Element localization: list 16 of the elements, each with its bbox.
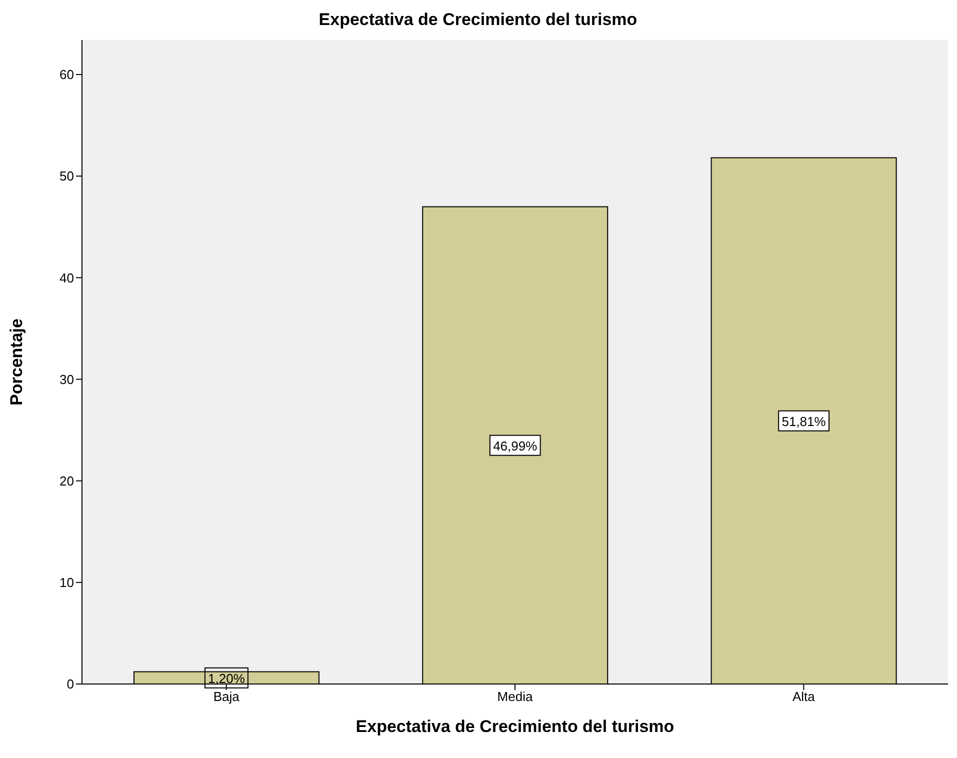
- x-tick-label: Baja: [213, 689, 240, 704]
- x-tick-label: Media: [497, 689, 534, 704]
- y-tick-label: 20: [60, 473, 74, 488]
- y-tick-label: 40: [60, 270, 74, 286]
- chart-title: Expectativa de Crecimiento del turismo: [318, 9, 638, 31]
- y-axis-title: Porcentaje: [7, 318, 26, 406]
- x-tick-label: Alta: [792, 689, 816, 704]
- data-label: 51,81%: [782, 414, 826, 429]
- x-axis-title: Expectativa de Crecimiento del turismo: [354, 716, 676, 738]
- y-tick-label: 30: [60, 372, 74, 387]
- y-tick-label: 10: [60, 575, 74, 590]
- y-tick-label: 60: [60, 67, 74, 82]
- y-tick-label: 0: [66, 676, 74, 692]
- data-label: 46,99%: [493, 438, 538, 454]
- y-tick-label: 50: [60, 168, 74, 184]
- data-label: 1,20%: [208, 670, 246, 686]
